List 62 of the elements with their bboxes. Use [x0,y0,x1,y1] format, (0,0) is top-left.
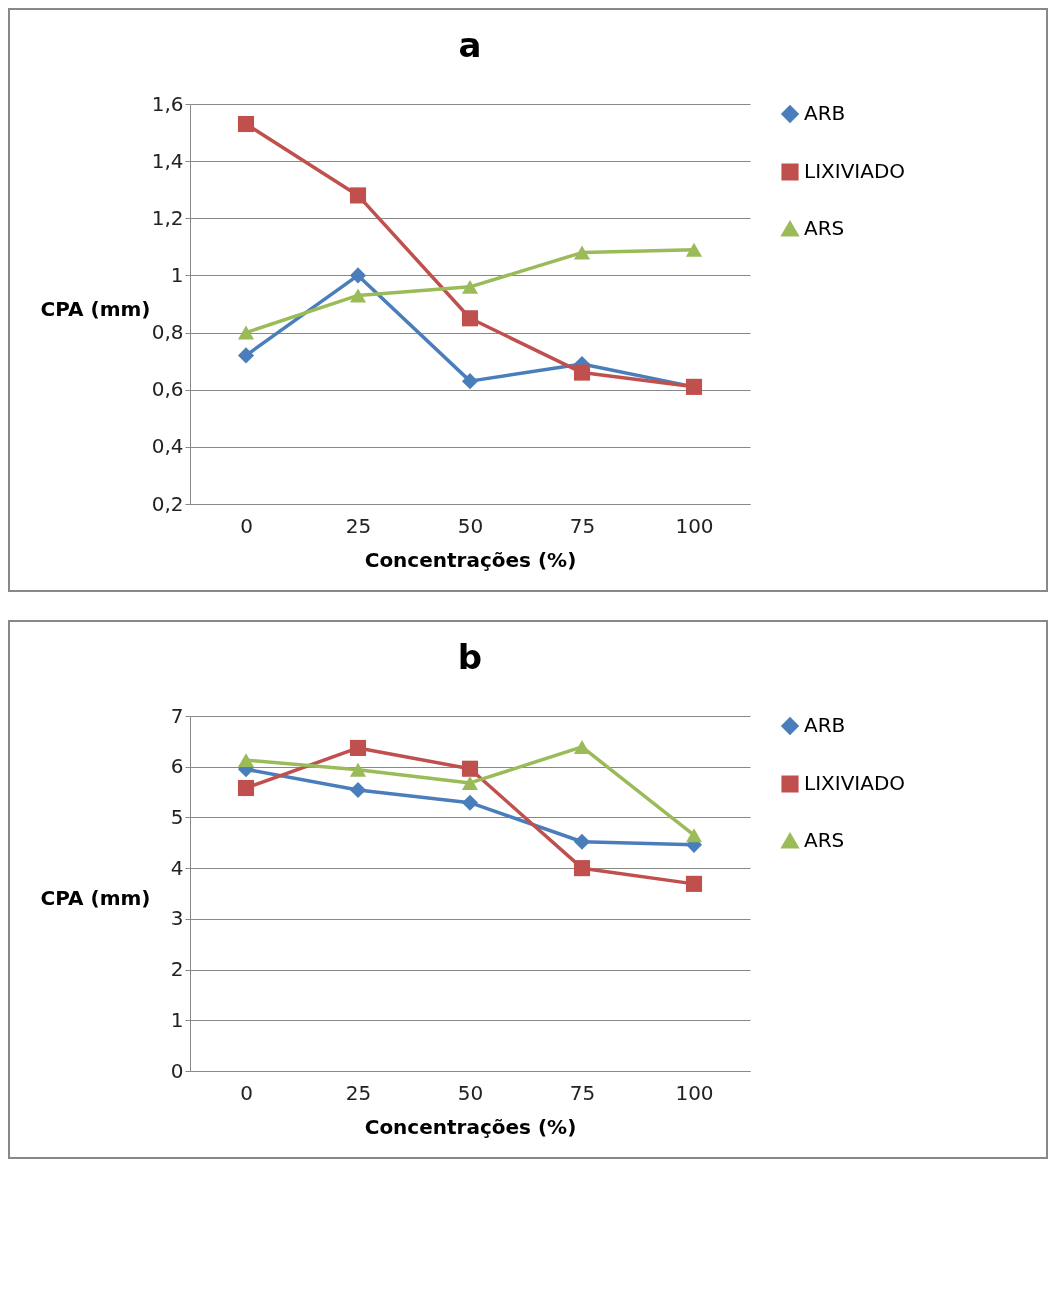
y-tick-label: 3 [170,906,184,931]
chart-title: b [457,637,483,677]
y-tick-label: 0 [170,1058,184,1083]
point [461,775,479,790]
point [461,760,479,777]
point [573,245,591,260]
x-tick-label: 0 [240,1080,253,1105]
y-tick-label: 0,4 [151,434,184,459]
y-tick-label: 7 [170,703,184,728]
point [237,753,255,768]
y-axis-title: CPA (mm) [40,886,151,910]
y-tick-label: 1,4 [151,148,184,173]
y-tick-label: 0,6 [151,377,184,402]
y-tick-label: 0,2 [151,491,184,516]
x-tick-label: 0 [240,513,253,538]
y-tick-label: 4 [170,855,184,880]
y-tick-label: 5 [170,804,184,829]
y-tick-label: 6 [170,754,184,779]
point [461,310,479,327]
point [461,279,479,294]
point [349,781,367,799]
y-tick-label: 1 [170,1007,184,1032]
legend-label: LIXIVIADO [804,771,906,795]
x-tick-label: 100 [675,1080,714,1105]
point [349,288,367,303]
point [461,373,479,390]
legend-label: ARB [804,101,846,125]
x-tick-label: 25 [345,1080,372,1105]
legend-label: ARS [804,828,845,852]
legend-label: ARS [804,216,845,240]
y-tick-label: 1 [170,262,184,287]
x-axis-title: Concentrações (%) [364,1114,577,1139]
point [349,739,367,757]
point [349,762,367,777]
y-tick-label: 2 [170,957,184,982]
y-axis-title: CPA (mm) [40,296,151,321]
x-tick-label: 75 [569,1080,596,1105]
point [573,833,591,850]
point [237,347,255,364]
x-tick-label: 75 [569,513,596,538]
point [573,364,591,381]
point [349,267,367,284]
point [685,828,703,843]
point [685,875,703,892]
legend-label: ARB [804,713,846,737]
y-tick-label: 1,6 [151,91,184,116]
y-tick-label: 0,8 [151,320,184,345]
x-tick-label: 50 [457,513,484,538]
x-tick-label: 25 [345,513,372,538]
point [237,779,255,797]
x-axis-title: Concentrações (%) [364,547,577,572]
x-tick-label: 50 [457,1080,484,1105]
point [685,242,703,257]
point [461,794,479,811]
chart-title: a [458,25,482,65]
point [237,115,255,133]
legend-label: LIXIVIADO [804,159,906,183]
point [349,187,367,204]
x-tick-label: 100 [675,513,714,538]
y-tick-label: 1,2 [151,205,184,230]
point [237,325,255,340]
point [573,860,591,877]
